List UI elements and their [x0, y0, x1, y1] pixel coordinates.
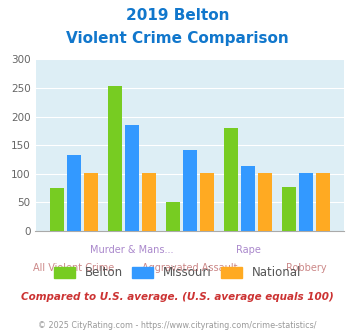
Text: Robbery: Robbery	[286, 263, 326, 273]
Text: 2019 Belton: 2019 Belton	[126, 8, 229, 23]
Bar	[316, 173, 330, 231]
Text: Compared to U.S. average. (U.S. average equals 100): Compared to U.S. average. (U.S. average …	[21, 292, 334, 302]
Bar	[224, 128, 238, 231]
Bar	[50, 188, 64, 231]
Bar	[125, 125, 139, 231]
Bar	[200, 173, 214, 231]
Bar	[142, 173, 156, 231]
Bar	[84, 173, 98, 231]
Bar	[183, 150, 197, 231]
Bar	[282, 187, 296, 231]
Bar	[241, 166, 255, 231]
Legend: Belton, Missouri, National: Belton, Missouri, National	[49, 262, 306, 284]
Text: All Violent Crime: All Violent Crime	[33, 263, 114, 273]
Text: Rape: Rape	[236, 245, 261, 255]
Text: Aggravated Assault: Aggravated Assault	[142, 263, 238, 273]
Bar	[67, 155, 81, 231]
Bar	[299, 173, 313, 231]
Text: Violent Crime Comparison: Violent Crime Comparison	[66, 31, 289, 46]
Bar	[108, 86, 122, 231]
Text: Murder & Mans...: Murder & Mans...	[90, 245, 174, 255]
Bar	[258, 173, 272, 231]
Text: © 2025 CityRating.com - https://www.cityrating.com/crime-statistics/: © 2025 CityRating.com - https://www.city…	[38, 321, 317, 330]
Bar	[166, 202, 180, 231]
